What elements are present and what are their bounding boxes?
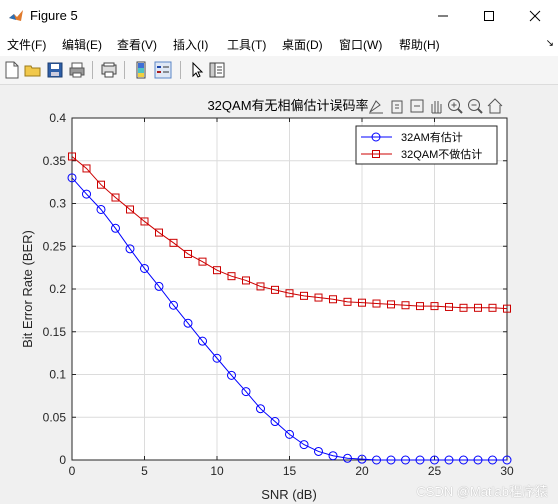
menu-desktop[interactable]: 桌面(D) xyxy=(282,38,323,52)
menu-insert[interactable]: 插入(I) xyxy=(173,38,209,52)
save-icon[interactable] xyxy=(46,61,64,79)
property-inspector-icon[interactable] xyxy=(208,61,226,79)
menu-tools[interactable]: 工具(T) xyxy=(227,38,267,52)
open-folder-icon[interactable] xyxy=(24,61,42,79)
pointer-icon[interactable] xyxy=(188,61,206,79)
data-tip-icon[interactable] xyxy=(388,97,406,115)
figure-toolbar xyxy=(0,56,558,85)
brush-icon[interactable] xyxy=(367,97,385,115)
watermark: CSDN @Matlab程序猿 xyxy=(416,484,548,499)
menu-bar: 文件(F) 编辑(E) 查看(V) 插入(I) 工具(T) 桌面(D) 窗口(W… xyxy=(0,32,558,56)
legend-icon[interactable] xyxy=(154,61,172,79)
menu-window[interactable]: 窗口(W) xyxy=(339,38,383,52)
menu-edit[interactable]: 编辑(E) xyxy=(62,38,102,52)
colorbar-icon[interactable] xyxy=(132,61,150,79)
new-file-icon[interactable] xyxy=(3,61,21,79)
close-button[interactable] xyxy=(512,0,558,32)
matlab-logo-icon xyxy=(9,10,23,21)
home-icon[interactable] xyxy=(486,97,504,115)
maximize-icon xyxy=(484,11,494,21)
zoom-in-icon[interactable] xyxy=(446,97,464,115)
close-icon xyxy=(529,10,541,22)
menu-file[interactable]: 文件(F) xyxy=(7,38,47,52)
toolbar-separator xyxy=(180,61,181,79)
minimize-icon xyxy=(438,15,448,17)
menu-help[interactable]: 帮助(H) xyxy=(399,38,440,52)
print-icon[interactable] xyxy=(68,61,86,79)
window-title: Figure 5 xyxy=(30,8,78,23)
menu-view[interactable]: 查看(V) xyxy=(117,38,157,52)
maximize-button[interactable] xyxy=(466,0,512,32)
toolbar-separator xyxy=(124,61,125,79)
title-bar: Figure 5 xyxy=(0,0,558,32)
minimize-button[interactable] xyxy=(420,0,466,32)
pan-icon[interactable] xyxy=(427,97,445,115)
rotate-icon[interactable] xyxy=(408,97,426,115)
figure-canvas xyxy=(0,85,558,504)
toolbar-separator xyxy=(92,61,93,79)
print-preview-icon[interactable] xyxy=(100,61,118,79)
menu-overflow-icon[interactable]: ↘ xyxy=(545,38,554,49)
zoom-out-icon[interactable] xyxy=(466,97,484,115)
